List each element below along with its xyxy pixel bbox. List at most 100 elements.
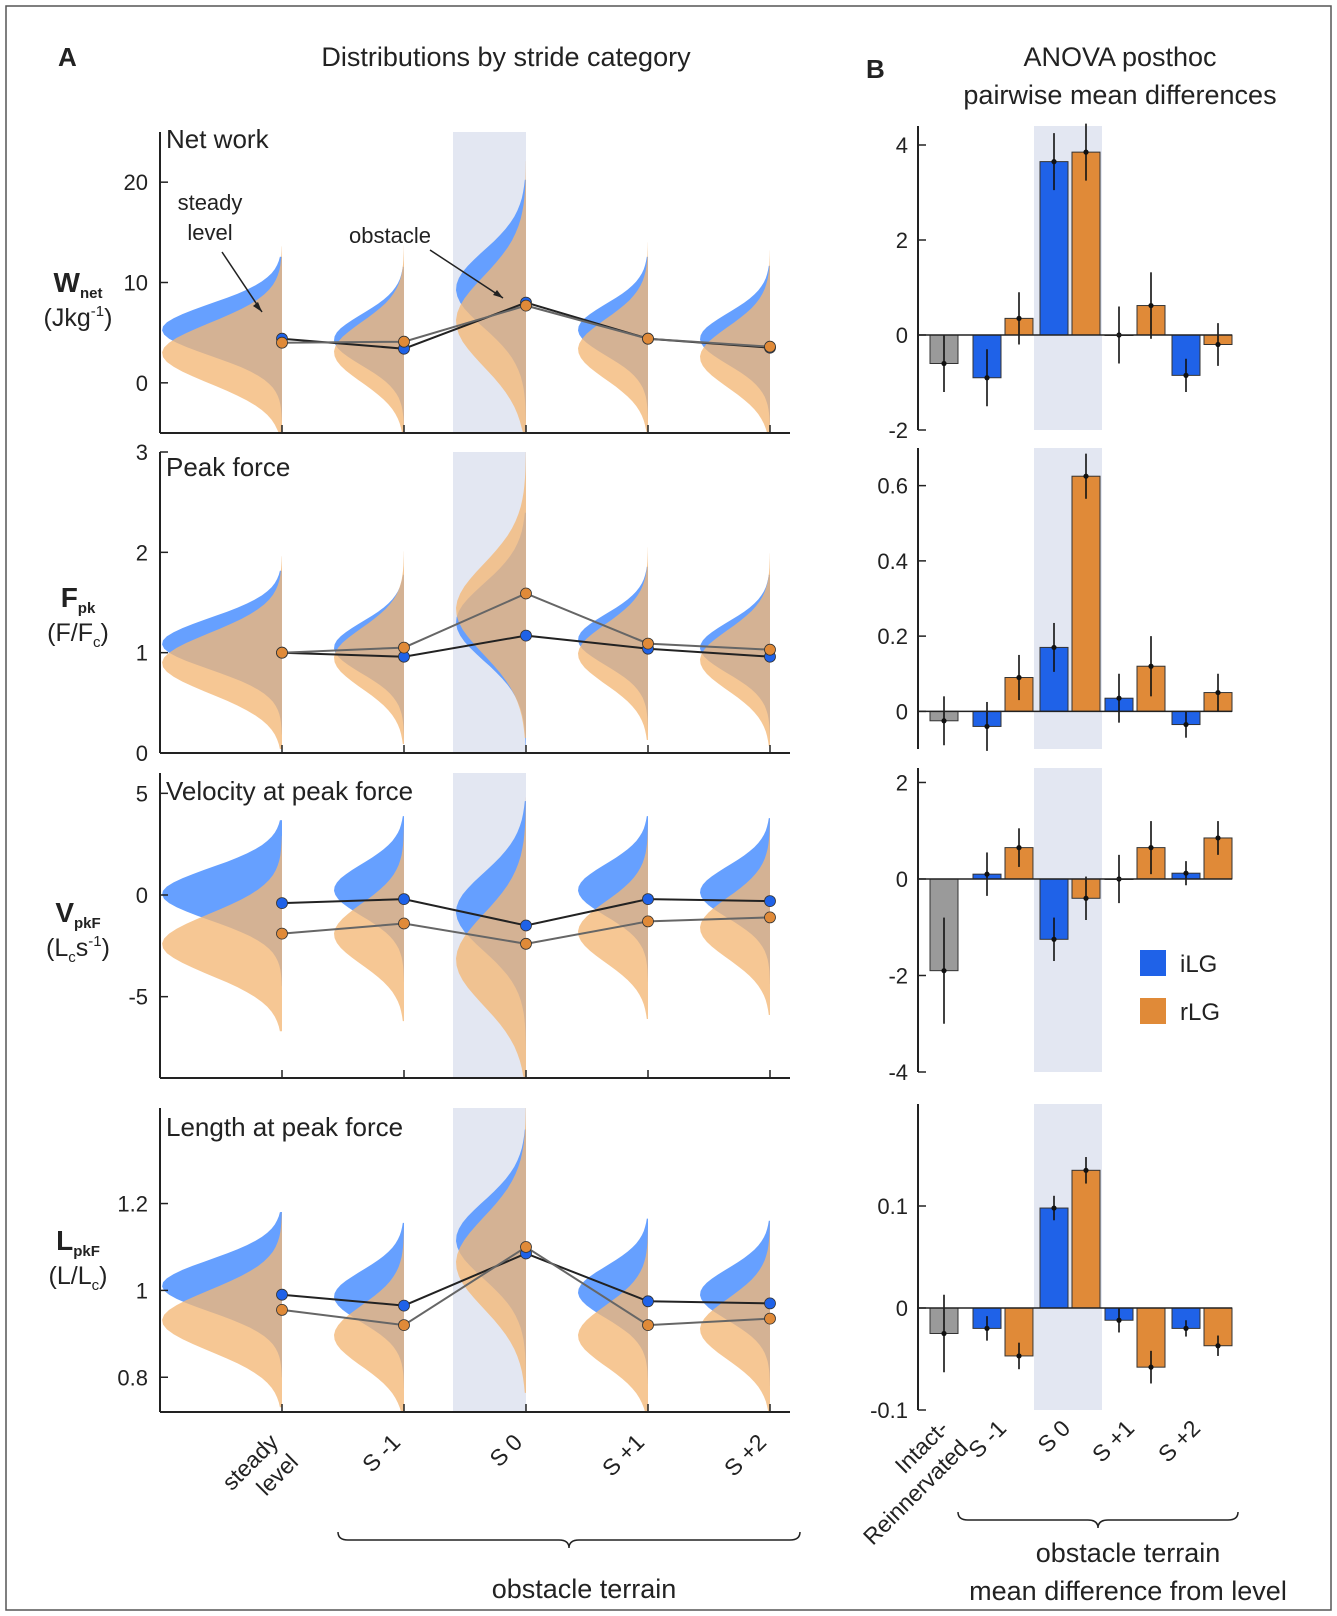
y-tick-label: -0.1	[870, 1398, 908, 1423]
panel-a-group-label: obstacle terrain	[492, 1574, 677, 1604]
mean-dot-rLG-1	[276, 927, 288, 940]
y-tick-label: -2	[888, 963, 908, 988]
x-tick-label-text: S +1	[1087, 1415, 1139, 1467]
x-tick-label-b: S -1	[963, 1415, 1011, 1463]
violin-rLG-5	[700, 1221, 770, 1412]
violin-rLG-5	[700, 819, 770, 1015]
bar-mean-dot-5	[1083, 1167, 1089, 1173]
mean-dot-rLG-5	[764, 1312, 776, 1325]
mean-dot-rLG-4	[642, 915, 654, 928]
violin-plot-3	[162, 797, 776, 1078]
y-axis-unit: (L/Lc)	[49, 1262, 108, 1294]
bar-mean-dot-4	[1051, 1205, 1057, 1211]
y-axis-label: LpkF	[56, 1225, 100, 1260]
bar-iLG-4	[1039, 1207, 1069, 1309]
bar-mean-dot-3	[1016, 1353, 1022, 1359]
mean-dot-rLG-2	[398, 335, 410, 348]
violin-rLG-5	[700, 553, 770, 746]
y-tick-label: 1	[136, 641, 148, 666]
y-tick-label: 4	[896, 133, 908, 158]
violin-rLG-3	[456, 1108, 526, 1393]
y-tick-label: 2	[896, 770, 908, 795]
y-tick-label: 0	[896, 323, 908, 348]
mean-dot-rLG-1	[276, 1304, 288, 1316]
subplot-title: Velocity at peak force	[166, 776, 413, 806]
x-tick-label-text: S -1	[357, 1429, 405, 1477]
violin-plot-4	[162, 1108, 776, 1412]
y-tick-label: 0	[896, 1296, 908, 1321]
violin-rLG-2	[334, 551, 404, 744]
annotation-arrowhead-obstacle	[493, 290, 503, 298]
mean-dot-iLG-4	[642, 1295, 654, 1308]
group-brace-a	[337, 1531, 801, 1549]
y-axis-label: VpkF	[55, 897, 100, 932]
mean-dot-rLG-4	[642, 637, 654, 650]
x-tick-label-a: S +2	[719, 1429, 771, 1481]
violin-rLG-3	[456, 452, 526, 738]
bar-mean-dot-1	[941, 360, 947, 367]
bar-mean-dot-3	[1016, 845, 1022, 851]
x-tick-label-a: S 0	[484, 1429, 527, 1472]
bar-mean-dot-8	[1183, 1325, 1189, 1331]
violin-rLG-4	[578, 242, 648, 433]
y-axis-unit: (F/Fc)	[47, 619, 109, 651]
bar-mean-dot-7	[1148, 1364, 1154, 1370]
bar-mean-dot-5	[1083, 473, 1089, 479]
bar-plot-2	[929, 453, 1233, 751]
subplot-title: Net work	[166, 124, 270, 154]
mean-dot-rLG-3	[520, 299, 532, 312]
legend-swatch-iLG	[1140, 950, 1166, 976]
mean-dot-rLG-3	[520, 587, 532, 600]
violin-rLG-1	[162, 1212, 282, 1408]
bar-rLG-5	[1071, 1169, 1101, 1309]
mean-dot-rLG-5	[764, 911, 776, 924]
violin-rLG-2	[334, 825, 404, 1022]
y-tick-label: 0	[896, 867, 908, 892]
y-tick-label: 1	[136, 1278, 148, 1303]
mean-dot-rLG-3	[520, 937, 532, 950]
mean-dot-iLG-1	[276, 897, 288, 909]
x-tick-label-a: S -1	[357, 1429, 405, 1477]
y-axis-unit: (Jkg-1)	[44, 303, 113, 332]
y-tick-label: 10	[124, 271, 148, 296]
bar-rLG-5	[1071, 151, 1101, 336]
violin-rLG-1	[162, 556, 282, 749]
y-tick-label: -5	[128, 985, 148, 1010]
bar-mean-dot-1	[941, 718, 947, 724]
mean-dot-rLG-4	[642, 1319, 654, 1331]
y-tick-label: 0.6	[877, 474, 908, 499]
x-tick-label-b: S 0	[1032, 1415, 1075, 1458]
mean-dot-iLG-5	[764, 1297, 776, 1310]
bar-mean-dot-5	[1083, 149, 1089, 155]
violin-rLG-4	[578, 823, 648, 1020]
x-tick-label-text: S 0	[1032, 1415, 1075, 1458]
bar-mean-dot-9	[1215, 1343, 1221, 1349]
bar-mean-dot-3	[1016, 674, 1022, 681]
bar-mean-dot-8	[1183, 721, 1189, 728]
x-tick-label-b: Intact-Reinnervated	[858, 1415, 973, 1550]
mean-dot-rLG-2	[398, 641, 410, 654]
violin-rLG-5	[700, 250, 770, 433]
mean-dot-rLG-3	[520, 1241, 532, 1253]
mean-dot-iLG-3	[520, 629, 532, 642]
figure-border	[5, 5, 1332, 1611]
violin-rLG-1	[162, 836, 282, 1032]
x-tick-label-text: S -1	[963, 1415, 1011, 1463]
panel-b-group-label-line2: mean difference from level	[969, 1576, 1287, 1606]
mean-dot-iLG-3	[520, 919, 532, 932]
bar-mean-dot-2	[984, 1325, 990, 1331]
y-axis-label: Fpk	[61, 582, 96, 617]
bar-mean-dot-9	[1215, 835, 1221, 841]
violin-iLG-1	[162, 820, 282, 987]
x-tick-label-text: S +1	[597, 1429, 649, 1481]
y-tick-label: -2	[888, 418, 908, 443]
panel-b-letter: B	[866, 54, 885, 84]
violin-rLG-2	[334, 245, 404, 433]
legend-label-iLG: iLG	[1180, 951, 1217, 978]
x-tick-label-text: S +2	[1153, 1415, 1205, 1467]
mean-dot-rLG-1	[276, 336, 288, 349]
annotation-arrow-obstacle	[429, 249, 504, 299]
violin-rLG-1	[162, 246, 282, 433]
